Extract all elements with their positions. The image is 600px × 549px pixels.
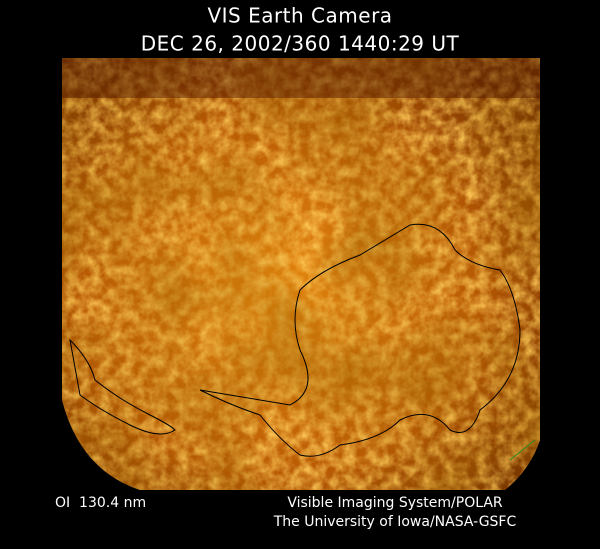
timestamp: DEC 26, 2002/360 1440:29 UT xyxy=(141,32,460,56)
institution-label: The University of Iowa/NASA-GSFC xyxy=(273,514,517,530)
title: VIS Earth Camera xyxy=(207,4,392,28)
filter-label: OI 130.4 nm xyxy=(55,495,146,511)
camera-image xyxy=(62,58,540,490)
instrument-label: Visible Imaging System/POLAR xyxy=(287,495,503,511)
